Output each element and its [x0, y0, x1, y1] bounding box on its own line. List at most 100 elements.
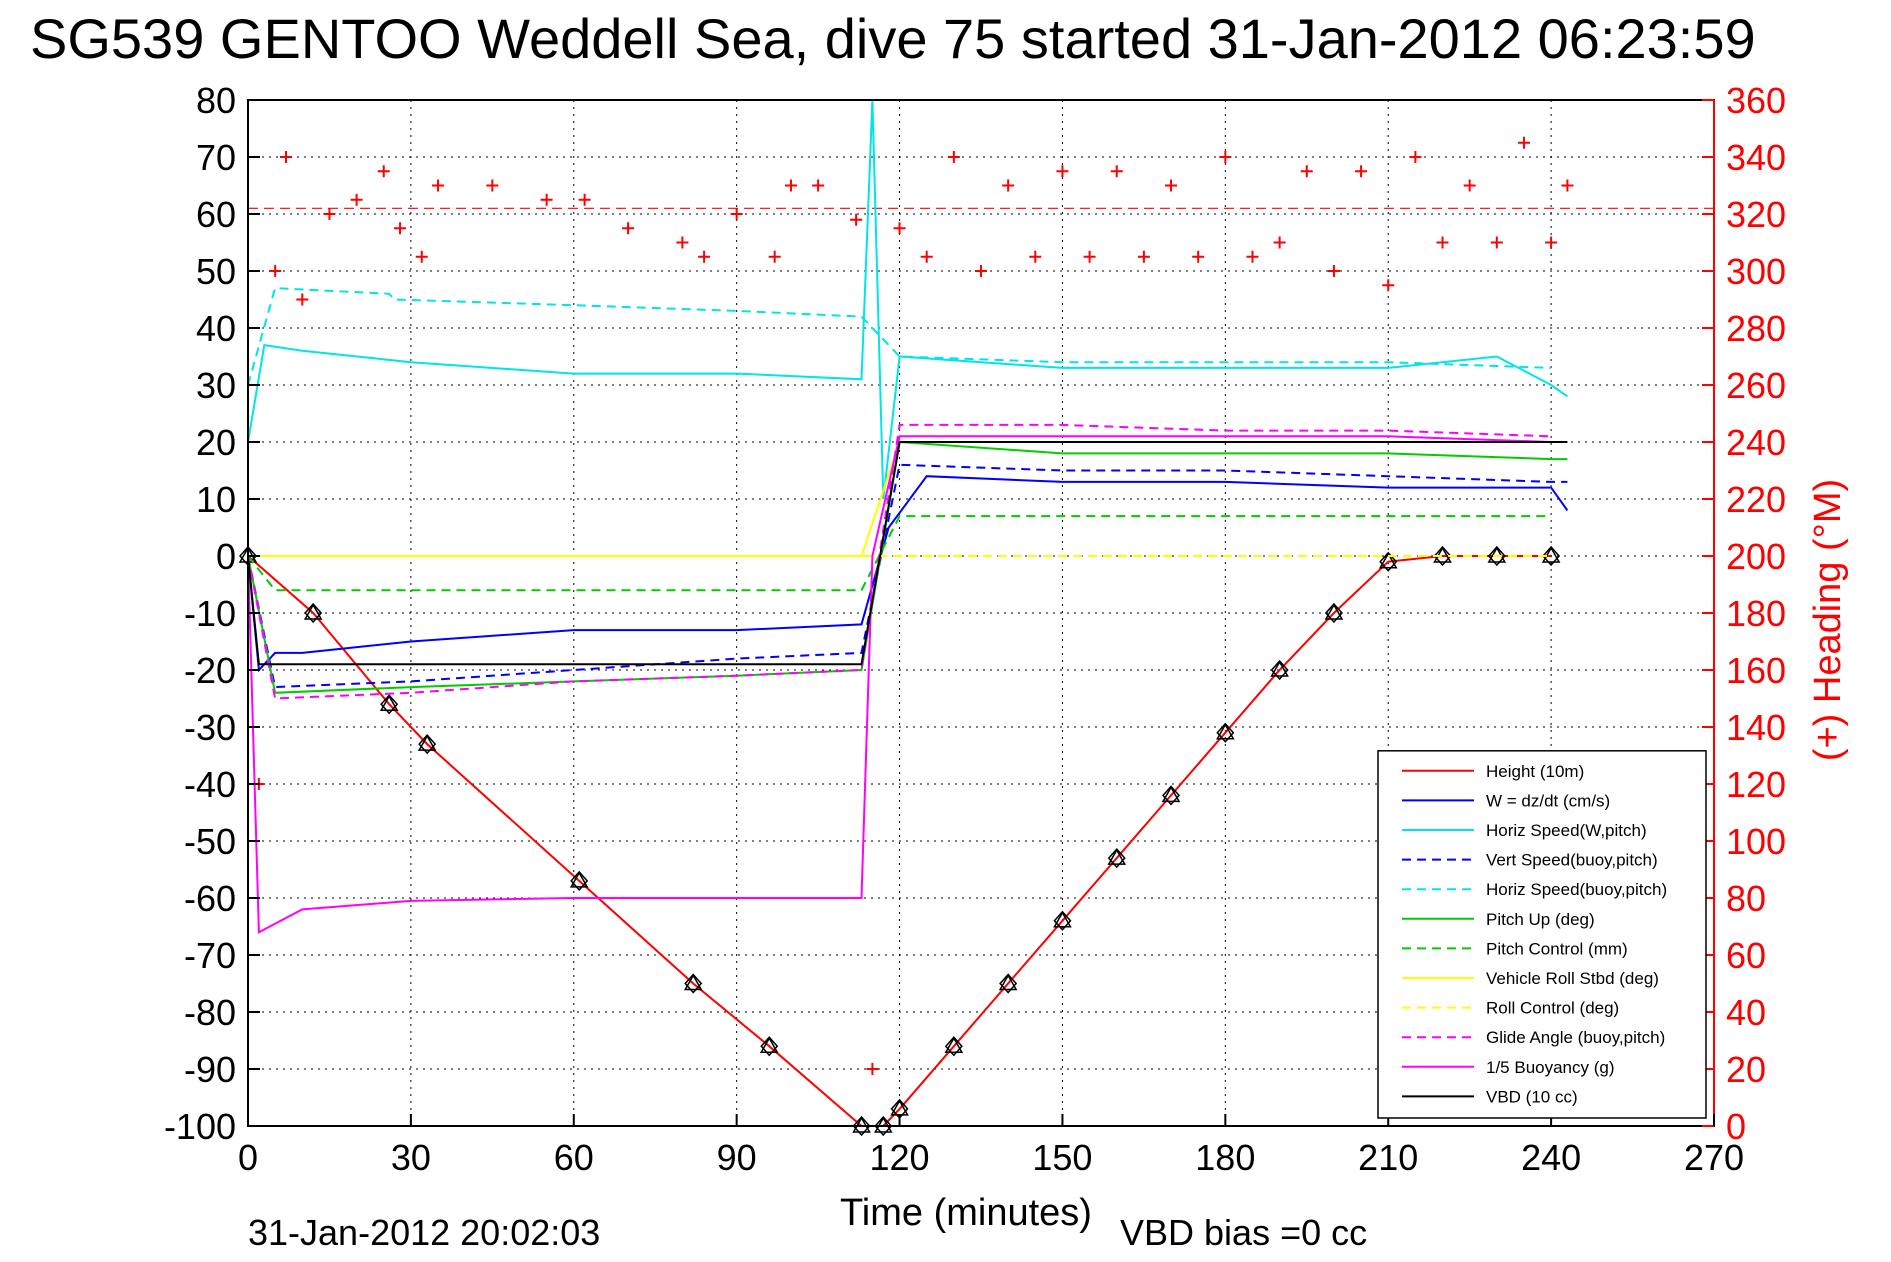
series-line — [247, 287, 1552, 386]
heading-marker — [698, 250, 711, 263]
heading-marker — [1192, 250, 1205, 263]
height-marker — [1162, 785, 1181, 806]
y-tick-label: 50 — [196, 251, 236, 292]
height-marker — [998, 973, 1018, 991]
height-marker — [1542, 545, 1561, 567]
footer-date: 31-Jan-2012 20:02:03 — [248, 1212, 600, 1253]
right-tick-label: 140 — [1726, 707, 1786, 748]
height-marker — [1541, 546, 1561, 563]
heading-marker — [578, 193, 591, 206]
legend-label: Vehicle Roll Stbd (deg) — [1486, 969, 1659, 988]
heading-marker — [1219, 151, 1232, 163]
x-tick-label: 180 — [1195, 1137, 1255, 1178]
right-tick-label: 360 — [1726, 80, 1786, 121]
right-tick-label: 260 — [1726, 365, 1786, 406]
heading-marker — [540, 193, 553, 206]
height-marker — [1216, 723, 1235, 740]
heading-marker — [1246, 250, 1259, 263]
legend-label: VBD (10 cc) — [1486, 1087, 1578, 1106]
y-tick-label: -10 — [184, 593, 236, 634]
right-tick-label: 20 — [1726, 1049, 1766, 1090]
legend-label: Roll Control (deg) — [1486, 999, 1619, 1018]
heading-marker — [768, 250, 781, 263]
height-marker — [1270, 660, 1289, 677]
heading-marker — [415, 250, 428, 263]
heading-marker — [1490, 236, 1503, 249]
x-tick-label: 0 — [238, 1137, 258, 1178]
legend-label: Height (10m) — [1486, 762, 1584, 781]
height-marker — [944, 1036, 963, 1057]
height-marker — [379, 694, 399, 711]
y-tick-label: 0 — [216, 536, 236, 577]
series-line — [247, 435, 1552, 934]
y-tick-label: 20 — [196, 422, 236, 463]
right-tick-label: 200 — [1726, 536, 1786, 577]
y-tick-label: 30 — [196, 365, 236, 406]
heading-marker — [1165, 179, 1178, 192]
y-tick-label: -70 — [184, 935, 236, 976]
height-marker — [1378, 552, 1398, 569]
height-marker — [760, 1036, 779, 1057]
heading-marker — [280, 151, 293, 163]
height-marker — [1216, 722, 1235, 743]
height-marker — [380, 694, 399, 715]
height-marker — [683, 973, 703, 991]
right-tick-label: 220 — [1726, 479, 1786, 520]
heading-marker — [812, 179, 825, 192]
height-marker — [1324, 602, 1343, 624]
heading-marker — [1300, 165, 1313, 178]
right-tick-label: 300 — [1726, 251, 1786, 292]
x-tick-label: 120 — [870, 1137, 930, 1178]
right-tick-label: 40 — [1726, 992, 1766, 1033]
right-tick-label: 80 — [1726, 878, 1766, 919]
heading-marker — [920, 250, 933, 263]
heading-marker — [269, 265, 282, 277]
x-tick-label: 30 — [391, 1137, 431, 1178]
y-tick-label: -100 — [164, 1106, 236, 1147]
heading-marker — [730, 208, 743, 220]
heading-marker — [1463, 179, 1476, 192]
right-tick-label: 120 — [1726, 764, 1786, 805]
y-tick-label: 70 — [196, 137, 236, 178]
legend-label: Glide Angle (buoy,pitch) — [1486, 1028, 1665, 1047]
series-line — [247, 99, 1568, 500]
height-marker — [1379, 551, 1398, 572]
legend-label: Vert Speed(buoy,pitch) — [1486, 851, 1658, 870]
legend-label: Horiz Speed(buoy,pitch) — [1486, 880, 1667, 899]
legend-label: Pitch Up (deg) — [1486, 910, 1595, 929]
heading-marker — [377, 165, 390, 178]
x-axis: 0 30 60 90 120 150 180 210 240 270 — [238, 1114, 1744, 1178]
y-tick-label: -80 — [184, 992, 236, 1033]
x-axis-label: Time (minutes) — [840, 1192, 1092, 1234]
series-layer — [238, 99, 1714, 1137]
x-tick-label: 240 — [1521, 1137, 1581, 1178]
height-marker — [1107, 847, 1126, 869]
x-tick-label: 90 — [717, 1137, 757, 1178]
y-tick-label: -60 — [184, 878, 236, 919]
heading-marker — [1436, 236, 1449, 249]
heading-marker — [1273, 236, 1286, 249]
heading-marker — [1409, 151, 1422, 163]
heading-marker — [432, 179, 445, 192]
heading-marker — [1561, 179, 1574, 192]
right-axis-label: (+) Heading (°M) — [1807, 479, 1849, 761]
heading-marker — [1517, 136, 1530, 149]
series-line — [247, 555, 1552, 1127]
right-tick-label: 240 — [1726, 422, 1786, 463]
series-line — [247, 475, 1569, 673]
heading-marker — [784, 179, 797, 192]
chart-title: SG539 GENTOO Weddell Sea, dive 75 starte… — [30, 7, 1756, 70]
grid-lines — [248, 100, 1714, 1126]
heading-marker — [622, 222, 635, 235]
heading-marker — [1355, 165, 1368, 178]
legend-label: Horiz Speed(W,pitch) — [1486, 821, 1647, 840]
y-tick-label: 10 — [196, 479, 236, 520]
y-tick-label: 40 — [196, 308, 236, 349]
heading-marker — [893, 222, 906, 235]
heading-marker — [1029, 250, 1042, 263]
heading-marker — [1056, 165, 1069, 178]
height-marker — [1270, 659, 1289, 681]
x-tick-label: 210 — [1358, 1137, 1418, 1178]
height-marker — [569, 871, 589, 888]
